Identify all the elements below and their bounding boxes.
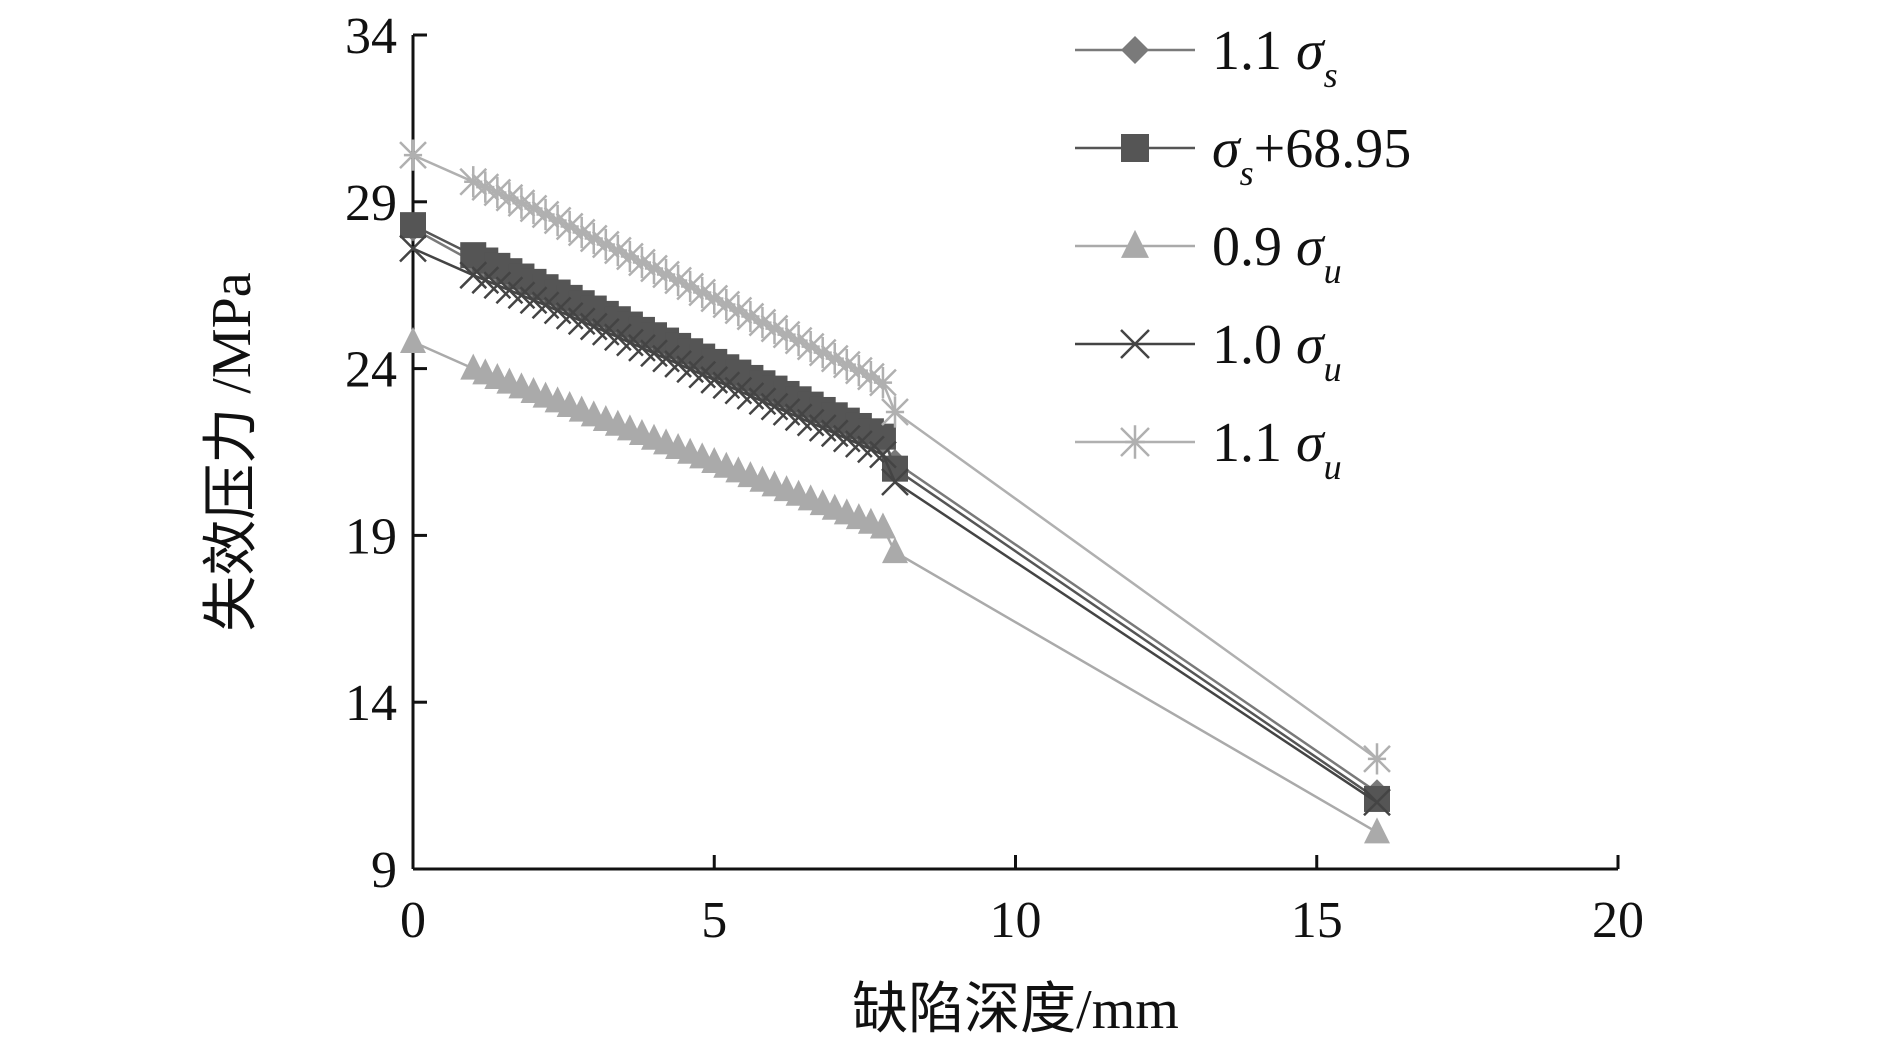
data-point: [1363, 743, 1391, 775]
data-point: [628, 246, 656, 279]
data-point: [881, 468, 909, 496]
data-point: [591, 228, 620, 261]
data-point: [519, 192, 548, 225]
x-axis-ticks: 0 5 10 15 20: [400, 855, 1644, 949]
data-point: [869, 440, 897, 469]
y-axis-title: 失效压力 /MPa: [201, 272, 263, 631]
data-point: [820, 342, 849, 375]
legend-label: σs+68.95: [1212, 118, 1411, 193]
data-point: [784, 324, 813, 357]
x-tick-label: 10: [990, 892, 1042, 949]
data-point: [688, 276, 717, 309]
legend: 1.1 σs σs+68.95 0.9 σu 1.0 σu 1.1 σu: [1075, 20, 1411, 487]
data-point: [459, 166, 488, 198]
legend-entry: 1.0 σu: [1075, 314, 1342, 389]
data-point: [400, 212, 426, 239]
data-point: [652, 258, 680, 291]
data-point: [640, 252, 668, 285]
legend-marker: [1121, 134, 1149, 162]
legend-marker: [1121, 229, 1149, 258]
series-5: [399, 139, 1391, 775]
data-point: [760, 312, 789, 345]
y-tick-label: 9: [371, 842, 397, 899]
data-point: [603, 234, 632, 267]
legend-label: 0.9 σu: [1212, 216, 1342, 291]
x-tick-label: 15: [1291, 892, 1343, 949]
data-point: [869, 512, 896, 539]
legend-entry: σs+68.95: [1075, 118, 1411, 193]
data-point: [869, 367, 897, 399]
data-point: [748, 306, 777, 339]
data-point: [400, 326, 426, 353]
legend-marker: [1121, 36, 1149, 64]
data-point: [881, 396, 909, 428]
series-3: [400, 326, 1390, 844]
data-point: [483, 176, 512, 209]
data-point: [808, 336, 837, 369]
data-point: [1363, 788, 1391, 817]
data-point: [736, 300, 765, 333]
legend-label: 1.1 σu: [1212, 412, 1342, 487]
legend-label: 1.0 σu: [1212, 314, 1342, 389]
data-point: [832, 348, 861, 381]
legend-label: 1.1 σs: [1212, 20, 1338, 95]
x-tick-label: 5: [701, 892, 727, 949]
plot-series: [399, 139, 1391, 844]
x-axis-title: 缺陷深度/mm: [852, 979, 1179, 1041]
data-point: [1364, 817, 1390, 844]
series-4: [399, 234, 1391, 817]
data-point: [555, 210, 584, 243]
y-tick-label: 14: [345, 675, 397, 732]
y-tick-label: 34: [345, 8, 397, 65]
data-point: [531, 198, 560, 231]
data-point: [664, 264, 692, 297]
data-point: [712, 288, 741, 321]
x-tick-label: 0: [400, 892, 426, 949]
data-point: [616, 240, 644, 273]
legend-entry: 0.9 σu: [1075, 216, 1342, 291]
data-point: [676, 270, 705, 303]
data-point: [724, 294, 753, 327]
data-point: [857, 361, 885, 393]
y-tick-label: 29: [345, 175, 397, 232]
y-tick-label: 19: [345, 508, 397, 565]
legend-entry: 1.1 σs: [1075, 20, 1338, 95]
data-point: [700, 282, 729, 315]
data-point: [1364, 785, 1390, 812]
data-point: [507, 187, 536, 219]
data-point: [567, 216, 596, 249]
y-tick-label: 24: [345, 342, 397, 399]
axes: [411, 35, 1618, 871]
x-tick-label: 20: [1592, 892, 1644, 949]
data-point: [882, 537, 908, 564]
data-point: [844, 355, 873, 387]
legend-marker: [1120, 425, 1150, 459]
legend-marker: [1120, 329, 1150, 359]
data-point: [772, 318, 801, 351]
data-point: [399, 234, 427, 263]
data-point: [579, 222, 608, 255]
data-point: [471, 171, 500, 203]
data-point: [796, 330, 825, 363]
y-axis-ticks: 9 14 19 24 29 34: [345, 8, 427, 899]
legend-entry: 1.1 σu: [1075, 412, 1342, 487]
data-point: [399, 139, 427, 171]
data-point: [495, 182, 524, 214]
data-point: [543, 204, 572, 237]
